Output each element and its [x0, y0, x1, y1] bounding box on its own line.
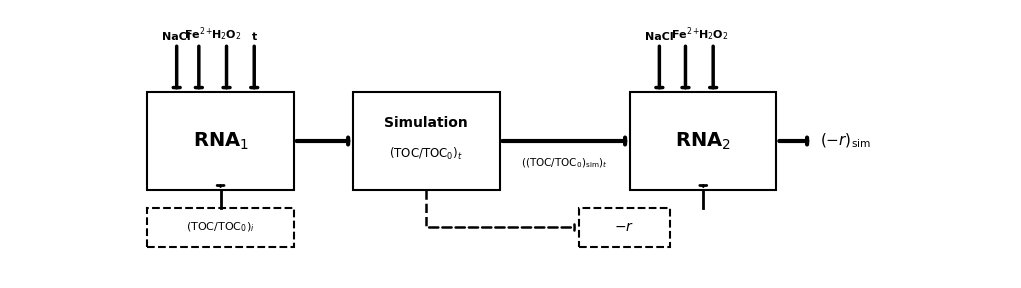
Text: Fe$^{2+}$: Fe$^{2+}$ — [184, 26, 213, 42]
Text: $-r$: $-r$ — [614, 221, 634, 234]
Bar — [147, 92, 294, 190]
Text: t: t — [251, 32, 257, 42]
Bar — [579, 208, 670, 247]
Text: ((TOC/TOC$_0$)$_{\rm sim}$)$_t$: ((TOC/TOC$_0$)$_{\rm sim}$)$_t$ — [522, 156, 609, 170]
Text: $(-r)_{\rm sim}$: $(-r)_{\rm sim}$ — [820, 132, 871, 150]
Text: NaCl: NaCl — [162, 32, 191, 42]
Text: RNA$_1$: RNA$_1$ — [193, 130, 248, 152]
Text: (TOC/TOC$_0$)$_t$: (TOC/TOC$_0$)$_t$ — [389, 146, 464, 162]
Bar — [630, 92, 776, 190]
Text: Fe$^{2+}$: Fe$^{2+}$ — [671, 26, 700, 42]
Text: H$_2$O$_2$: H$_2$O$_2$ — [698, 29, 728, 42]
Text: H$_2$O$_2$: H$_2$O$_2$ — [211, 29, 242, 42]
Text: NaCl: NaCl — [645, 32, 674, 42]
Text: RNA$_2$: RNA$_2$ — [675, 130, 731, 152]
Text: (TOC/TOC$_0$)$_i$: (TOC/TOC$_0$)$_i$ — [186, 221, 255, 234]
Bar — [353, 92, 499, 190]
Bar — [147, 208, 294, 247]
Text: Simulation: Simulation — [385, 116, 469, 130]
